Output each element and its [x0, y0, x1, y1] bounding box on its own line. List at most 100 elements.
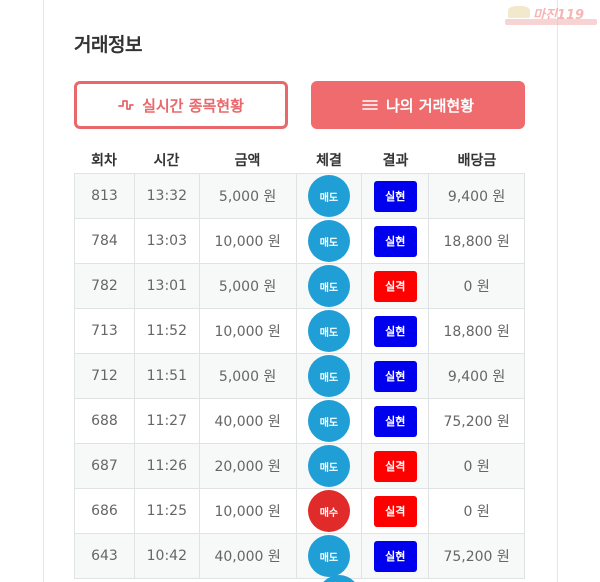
result-badge: 실현 [373, 360, 417, 392]
result-badge: 실격 [373, 450, 417, 482]
amount-cell: 10,000 원 [199, 489, 297, 534]
time-cell: 10:42 [134, 534, 200, 579]
result-badge: 실격 [373, 495, 417, 527]
amount-cell: 5,000 원 [199, 174, 297, 219]
trade-type-badge: 매도 [307, 535, 350, 577]
amount-cell: 5,000 원 [199, 354, 297, 399]
round-cell: 643 [75, 534, 135, 579]
section-title: 거래정보 [74, 34, 142, 56]
wing-emblem-icon [508, 6, 530, 18]
payout-cell: 0 원 [429, 264, 526, 309]
table-row: 687 11:26 20,000 원 매도 실격 0 원 [75, 444, 526, 489]
watermark-bar [505, 19, 597, 25]
result-cell: 실현 [362, 399, 430, 444]
time-cell: 11:52 [134, 309, 200, 354]
header-result: 결과 [382, 152, 409, 169]
trade-cell: 매도 [296, 174, 363, 219]
result-badge: 실현 [373, 315, 417, 347]
trade-cell: 매도 [296, 354, 363, 399]
payout-cell: 18,800 원 [429, 309, 526, 354]
amount-cell: 40,000 원 [199, 399, 297, 444]
payout-cell: 75,200 원 [429, 534, 526, 579]
result-cell: 실격 [362, 444, 430, 489]
amount-cell: 10,000 원 [199, 309, 297, 354]
watermark-logo: 마진119 [505, 4, 597, 26]
trade-cell: 매도 [296, 309, 363, 354]
table-row: 784 13:03 10,000 원 매도 실현 18,800 원 [75, 219, 526, 264]
table-row: 813 13:32 5,000 원 매도 실현 9,400 원 [75, 174, 526, 219]
table-row: 713 11:52 10,000 원 매도 실현 18,800 원 [75, 309, 526, 354]
result-badge: 실격 [373, 270, 417, 302]
realtime-status-button[interactable]: 실시간 종목현황 [74, 81, 288, 129]
my-trades-label: 나의 거래현황 [385, 96, 475, 115]
round-cell: 686 [75, 489, 135, 534]
amount-cell: 20,000 원 [199, 444, 297, 489]
result-cell: 실격 [362, 264, 430, 309]
trade-type-badge: 매도 [307, 310, 350, 352]
trade-cell: 매도 [296, 399, 363, 444]
round-cell: 813 [75, 174, 135, 219]
table-header: 회차 시간 금액 체결 결과 배당금 [74, 146, 525, 173]
table-row: 688 11:27 40,000 원 매도 실현 75,200 원 [75, 399, 526, 444]
round-cell: 784 [75, 219, 135, 264]
trade-type-badge: 매도 [307, 220, 350, 262]
time-cell: 11:25 [134, 489, 200, 534]
round-cell: 782 [75, 264, 135, 309]
my-trades-button[interactable]: 나의 거래현황 [311, 81, 525, 129]
table-row: 712 11:51 5,000 원 매도 실현 9,400 원 [75, 354, 526, 399]
result-cell: 실현 [362, 534, 430, 579]
result-badge: 실현 [373, 540, 417, 572]
next-row-sell-circle [318, 575, 360, 582]
result-badge: 실현 [373, 405, 417, 437]
table-row: 643 10:42 40,000 원 매도 실현 75,200 원 [75, 534, 526, 579]
round-cell: 687 [75, 444, 135, 489]
trade-type-badge: 매수 [307, 490, 350, 532]
time-cell: 13:03 [134, 219, 200, 264]
pulse-icon [118, 98, 134, 112]
time-cell: 11:27 [134, 399, 200, 444]
payout-cell: 18,800 원 [429, 219, 526, 264]
trade-cell: 매도 [296, 219, 363, 264]
header-round: 회차 [91, 152, 117, 169]
payout-cell: 9,400 원 [429, 174, 526, 219]
result-badge: 실현 [373, 225, 417, 257]
amount-cell: 10,000 원 [199, 219, 297, 264]
round-cell: 712 [75, 354, 135, 399]
result-cell: 실현 [362, 354, 430, 399]
amount-cell: 40,000 원 [199, 534, 297, 579]
trade-type-badge: 매도 [307, 355, 350, 397]
payout-cell: 0 원 [429, 489, 526, 534]
trade-table-body: 813 13:32 5,000 원 매도 실현 9,400 원 784 13:03 10,000… [74, 173, 526, 579]
time-cell: 11:51 [134, 354, 200, 399]
result-cell: 실현 [362, 309, 430, 354]
trade-cell: 매도 [296, 264, 363, 309]
round-cell: 688 [75, 399, 135, 444]
amount-cell: 5,000 원 [199, 264, 297, 309]
payout-cell: 0 원 [429, 444, 526, 489]
realtime-status-label: 실시간 종목현황 [142, 96, 244, 115]
trade-type-badge: 매도 [307, 445, 350, 487]
time-cell: 11:26 [134, 444, 200, 489]
result-cell: 실격 [362, 489, 430, 534]
trade-cell: 매도 [296, 534, 363, 579]
result-badge: 실현 [373, 180, 417, 212]
table-row: 686 11:25 10,000 원 매수 실격 0 원 [75, 489, 526, 534]
trade-cell: 매도 [296, 444, 363, 489]
time-cell: 13:01 [134, 264, 200, 309]
trade-type-badge: 매도 [307, 175, 350, 217]
table-row: 782 13:01 5,000 원 매도 실격 0 원 [75, 264, 526, 309]
header-time: 시간 [153, 152, 180, 169]
menu-lines-icon [362, 99, 378, 111]
header-trade: 체결 [316, 152, 342, 169]
time-cell: 13:32 [134, 174, 200, 219]
trade-type-badge: 매도 [307, 400, 350, 442]
trade-cell: 매수 [296, 489, 363, 534]
header-payout: 배당금 [457, 152, 497, 169]
result-cell: 실현 [362, 174, 430, 219]
payout-cell: 75,200 원 [429, 399, 526, 444]
round-cell: 713 [75, 309, 135, 354]
trade-type-badge: 매도 [307, 265, 350, 307]
payout-cell: 9,400 원 [429, 354, 526, 399]
result-cell: 실현 [362, 219, 430, 264]
header-amount: 금액 [234, 152, 261, 169]
